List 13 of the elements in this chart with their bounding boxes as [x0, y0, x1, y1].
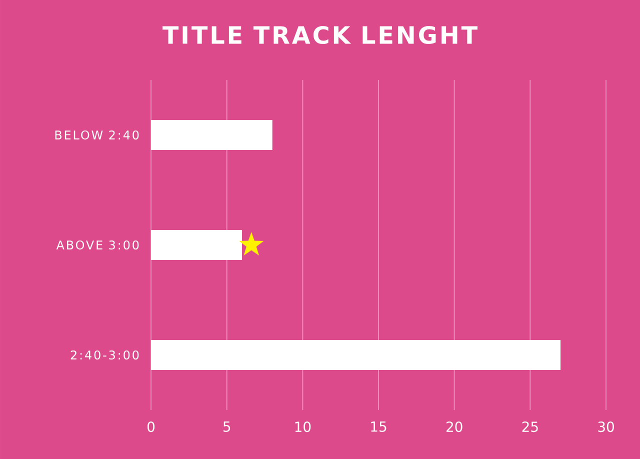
x-tick-label: 15 [371, 422, 386, 432]
y-tick-label: ABOVE 3:00 [56, 240, 139, 250]
x-tick-label: 5 [223, 422, 230, 432]
x-tick-label: 25 [522, 422, 538, 432]
bar [151, 340, 561, 370]
chart-title: TITLE TRACK LENGHT [162, 26, 478, 44]
y-tick-label: BELOW 2:40 [55, 130, 139, 140]
x-tick-label: 10 [295, 422, 311, 432]
x-tick-label: 20 [446, 422, 462, 432]
bar [151, 120, 272, 150]
x-tick-label: 30 [598, 422, 614, 432]
y-tick-label: 2:40-3:00 [70, 350, 139, 360]
x-tick-label: 0 [147, 422, 155, 432]
